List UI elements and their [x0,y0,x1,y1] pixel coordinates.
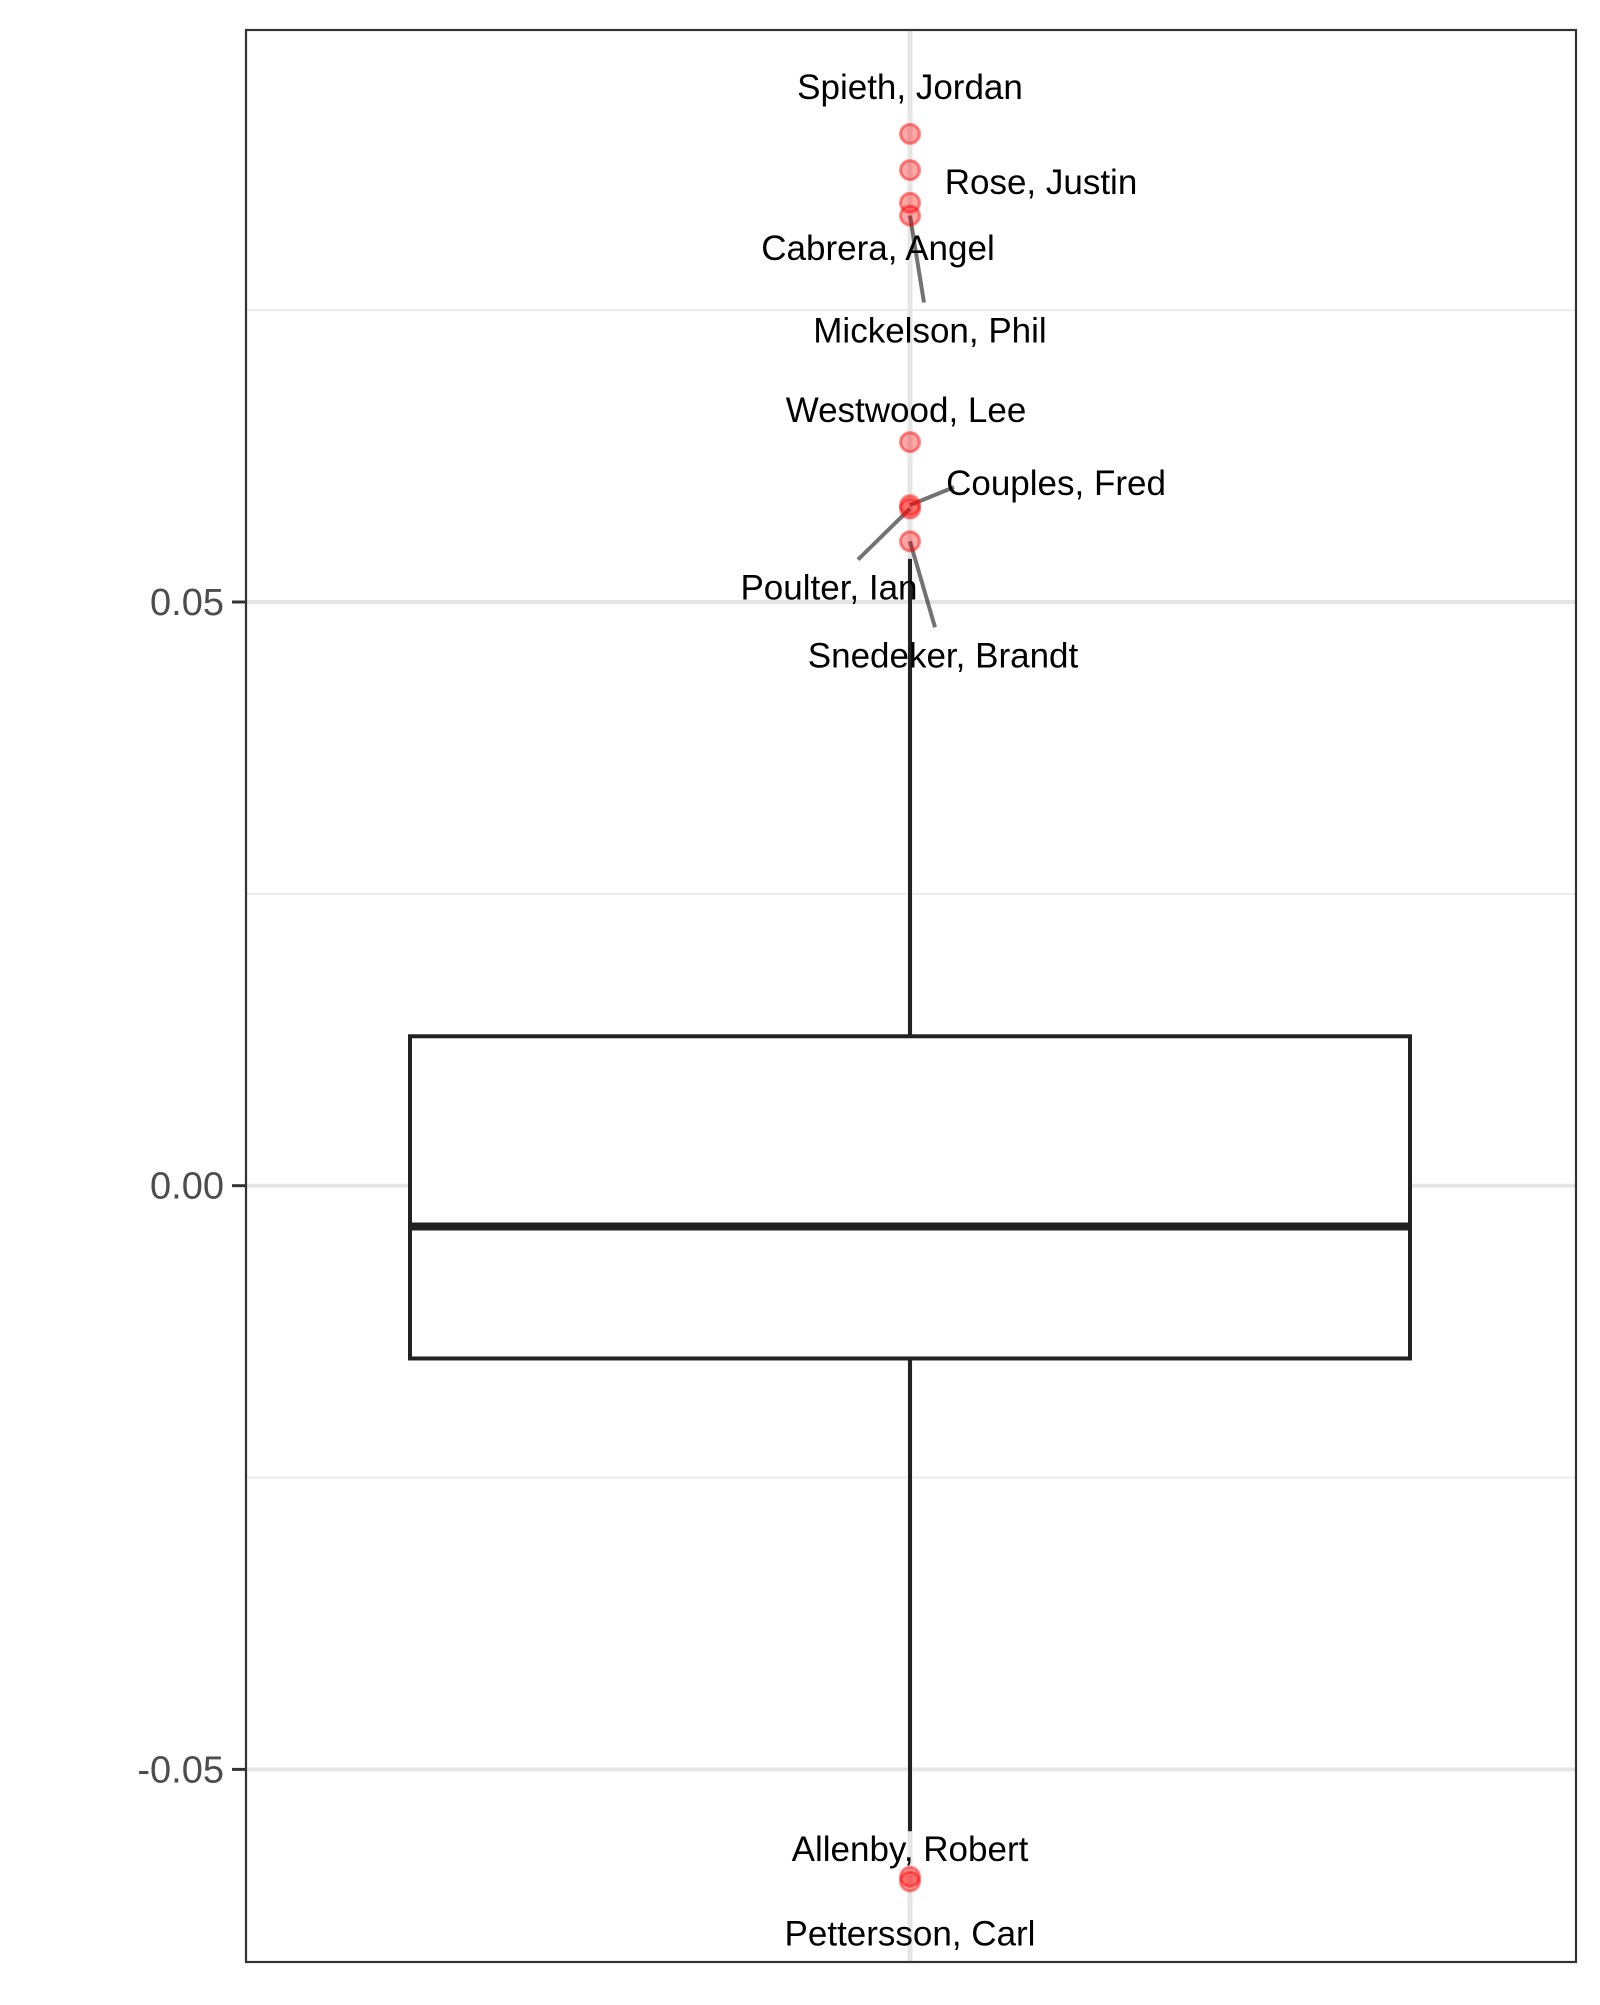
outlier-point-poulter-ian [899,497,921,520]
leader-line-couples-fred [909,485,955,507]
y-tick-label: 0.00 [150,1166,224,1208]
outlier-point-rose-justin [899,159,921,182]
outlier-label-cabrera-angel: Cabrera, Angel [761,229,994,268]
outlier-labels: Spieth, Jordan Rose, Justin Cabrera, Angel… [740,68,1165,1954]
outlier-label-couples-fred: Couples, Fred [946,464,1166,503]
y-tick-label: 0.05 [150,582,224,624]
outlier-point-pettersson-carl [899,1870,921,1893]
outlier-label-mickelson-phil: Mickelson, Phil [813,312,1046,351]
outlier-point-cabrera-angel [899,191,921,214]
leader-line-poulter-ian [856,507,912,562]
outlier-label-pettersson-carl: Pettersson, Carl [785,1914,1036,1953]
y-axis: 0.05 0.00 -0.05 [137,582,246,1791]
outlier-point-spieth-jordan [899,122,921,145]
box-and-whiskers [408,558,1412,1832]
interquartile-box [408,1034,1412,1361]
outlier-label-snedeker-brandt: Snedeker, Brandt [808,636,1079,675]
outlier-label-poulter-ian: Poulter, Ian [740,569,917,608]
label-leader-lines [856,215,955,628]
leader-line-mickelson-phil [908,215,926,303]
outlier-point-mickelson-phil [899,204,921,227]
panel-border [244,28,1578,1964]
outlier-label-rose-justin: Rose, Justin [945,163,1138,202]
leader-line-snedeker-brandt [908,540,937,628]
outlier-label-spieth-jordan: Spieth, Jordan [797,68,1023,107]
outlier-point-allenby-robert [899,1865,921,1888]
outlier-label-allenby-robert: Allenby, Robert [792,1830,1029,1869]
outlier-label-westwood-lee: Westwood, Lee [786,391,1027,430]
outlier-points [899,122,921,1893]
outlier-point-westwood-lee [899,431,921,454]
y-tick-label: -0.05 [137,1749,224,1791]
outlier-point-snedeker-brandt [899,530,921,553]
outlier-point-couples-fred [899,494,921,517]
